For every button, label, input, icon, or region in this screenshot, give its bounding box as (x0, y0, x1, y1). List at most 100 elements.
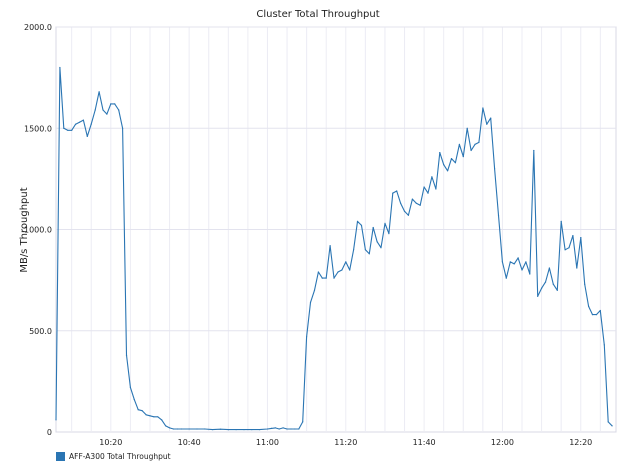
data-point (509, 261, 511, 263)
data-point (454, 162, 456, 164)
data-point (98, 91, 100, 93)
y-tick-label: 1000.0 (24, 226, 52, 235)
data-point (337, 271, 339, 273)
data-point (274, 427, 276, 429)
data-point (470, 149, 472, 152)
data-point (415, 202, 417, 204)
data-point (243, 429, 245, 431)
data-point (176, 428, 178, 430)
x-tick-label: 10:20 (99, 438, 122, 447)
data-point (306, 336, 308, 338)
data-point (517, 257, 519, 259)
data-point (427, 192, 429, 194)
data-point (345, 261, 347, 263)
data-point (384, 222, 386, 224)
data-point (67, 129, 69, 131)
data-point (521, 269, 523, 271)
data-point (435, 188, 437, 190)
data-point (333, 277, 335, 279)
data-point (356, 220, 359, 222)
data-point (102, 109, 104, 111)
data-point (317, 271, 319, 273)
data-point (82, 119, 84, 121)
data-point (86, 135, 88, 137)
data-point (603, 344, 605, 346)
data-point (63, 127, 65, 129)
data-point (55, 419, 57, 421)
legend-label: AFF-A300 Total Throughput (69, 452, 171, 461)
data-point (494, 168, 496, 170)
data-point (145, 414, 147, 416)
data-point (580, 237, 582, 239)
data-point (388, 233, 390, 235)
data-point (59, 66, 61, 69)
data-point (290, 428, 292, 430)
data-point (490, 117, 492, 119)
y-tick-label: 500.0 (29, 327, 52, 336)
data-point (497, 214, 500, 216)
data-point (560, 220, 562, 222)
chart-title: Cluster Total Throughput (256, 9, 379, 20)
data-point (486, 123, 488, 125)
data-point (505, 277, 507, 279)
data-point (599, 309, 601, 312)
data-point (227, 429, 229, 431)
data-point (568, 247, 570, 249)
data-point (466, 127, 468, 129)
data-point (94, 109, 96, 111)
data-point (165, 425, 167, 427)
data-point (525, 261, 527, 263)
data-point (278, 428, 280, 430)
data-point (196, 428, 198, 430)
x-tick-label: 12:00 (491, 438, 514, 447)
data-point (572, 235, 574, 237)
data-point (153, 416, 155, 418)
legend-swatch (56, 452, 65, 461)
data-point (78, 121, 81, 123)
data-point (270, 427, 272, 429)
data-point (364, 249, 366, 251)
data-point (501, 261, 503, 263)
data-point (309, 301, 312, 303)
data-point (180, 428, 182, 430)
data-point (157, 416, 159, 418)
y-tick-label: 2000.0 (24, 23, 52, 32)
data-point (137, 409, 139, 411)
data-point (259, 429, 261, 431)
data-point (431, 176, 433, 178)
data-point (443, 164, 445, 166)
data-point (368, 253, 370, 255)
data-point (380, 247, 382, 249)
data-point (611, 425, 613, 427)
data-point (576, 267, 578, 269)
data-point (125, 354, 128, 356)
data-point (188, 428, 190, 430)
x-tick-label: 11:20 (334, 438, 357, 447)
data-point (118, 109, 120, 111)
data-point (161, 419, 163, 421)
data-point (556, 289, 558, 291)
data-point (400, 202, 402, 204)
data-point (141, 410, 143, 412)
data-point (169, 427, 171, 429)
x-tick-label: 12:20 (569, 438, 592, 447)
data-point (407, 214, 409, 216)
data-point (90, 123, 92, 125)
axis-ticks: 0 500.0 1000.0 1500.0 2000.0 10:20 10:40 11:00 1… (24, 23, 592, 447)
data-point (235, 429, 237, 431)
data-point (584, 283, 586, 285)
data-point (212, 429, 214, 431)
x-tick-label: 11:40 (413, 438, 436, 447)
data-point (419, 204, 421, 206)
data-point (282, 427, 284, 429)
data-point (75, 123, 77, 125)
data-point (204, 428, 206, 430)
data-point (376, 241, 378, 243)
data-point (349, 269, 351, 271)
data-point (392, 192, 394, 194)
data-point (533, 149, 535, 152)
data-point (513, 263, 515, 265)
data-point (541, 287, 543, 289)
data-point (302, 421, 304, 423)
data-point (360, 224, 363, 226)
